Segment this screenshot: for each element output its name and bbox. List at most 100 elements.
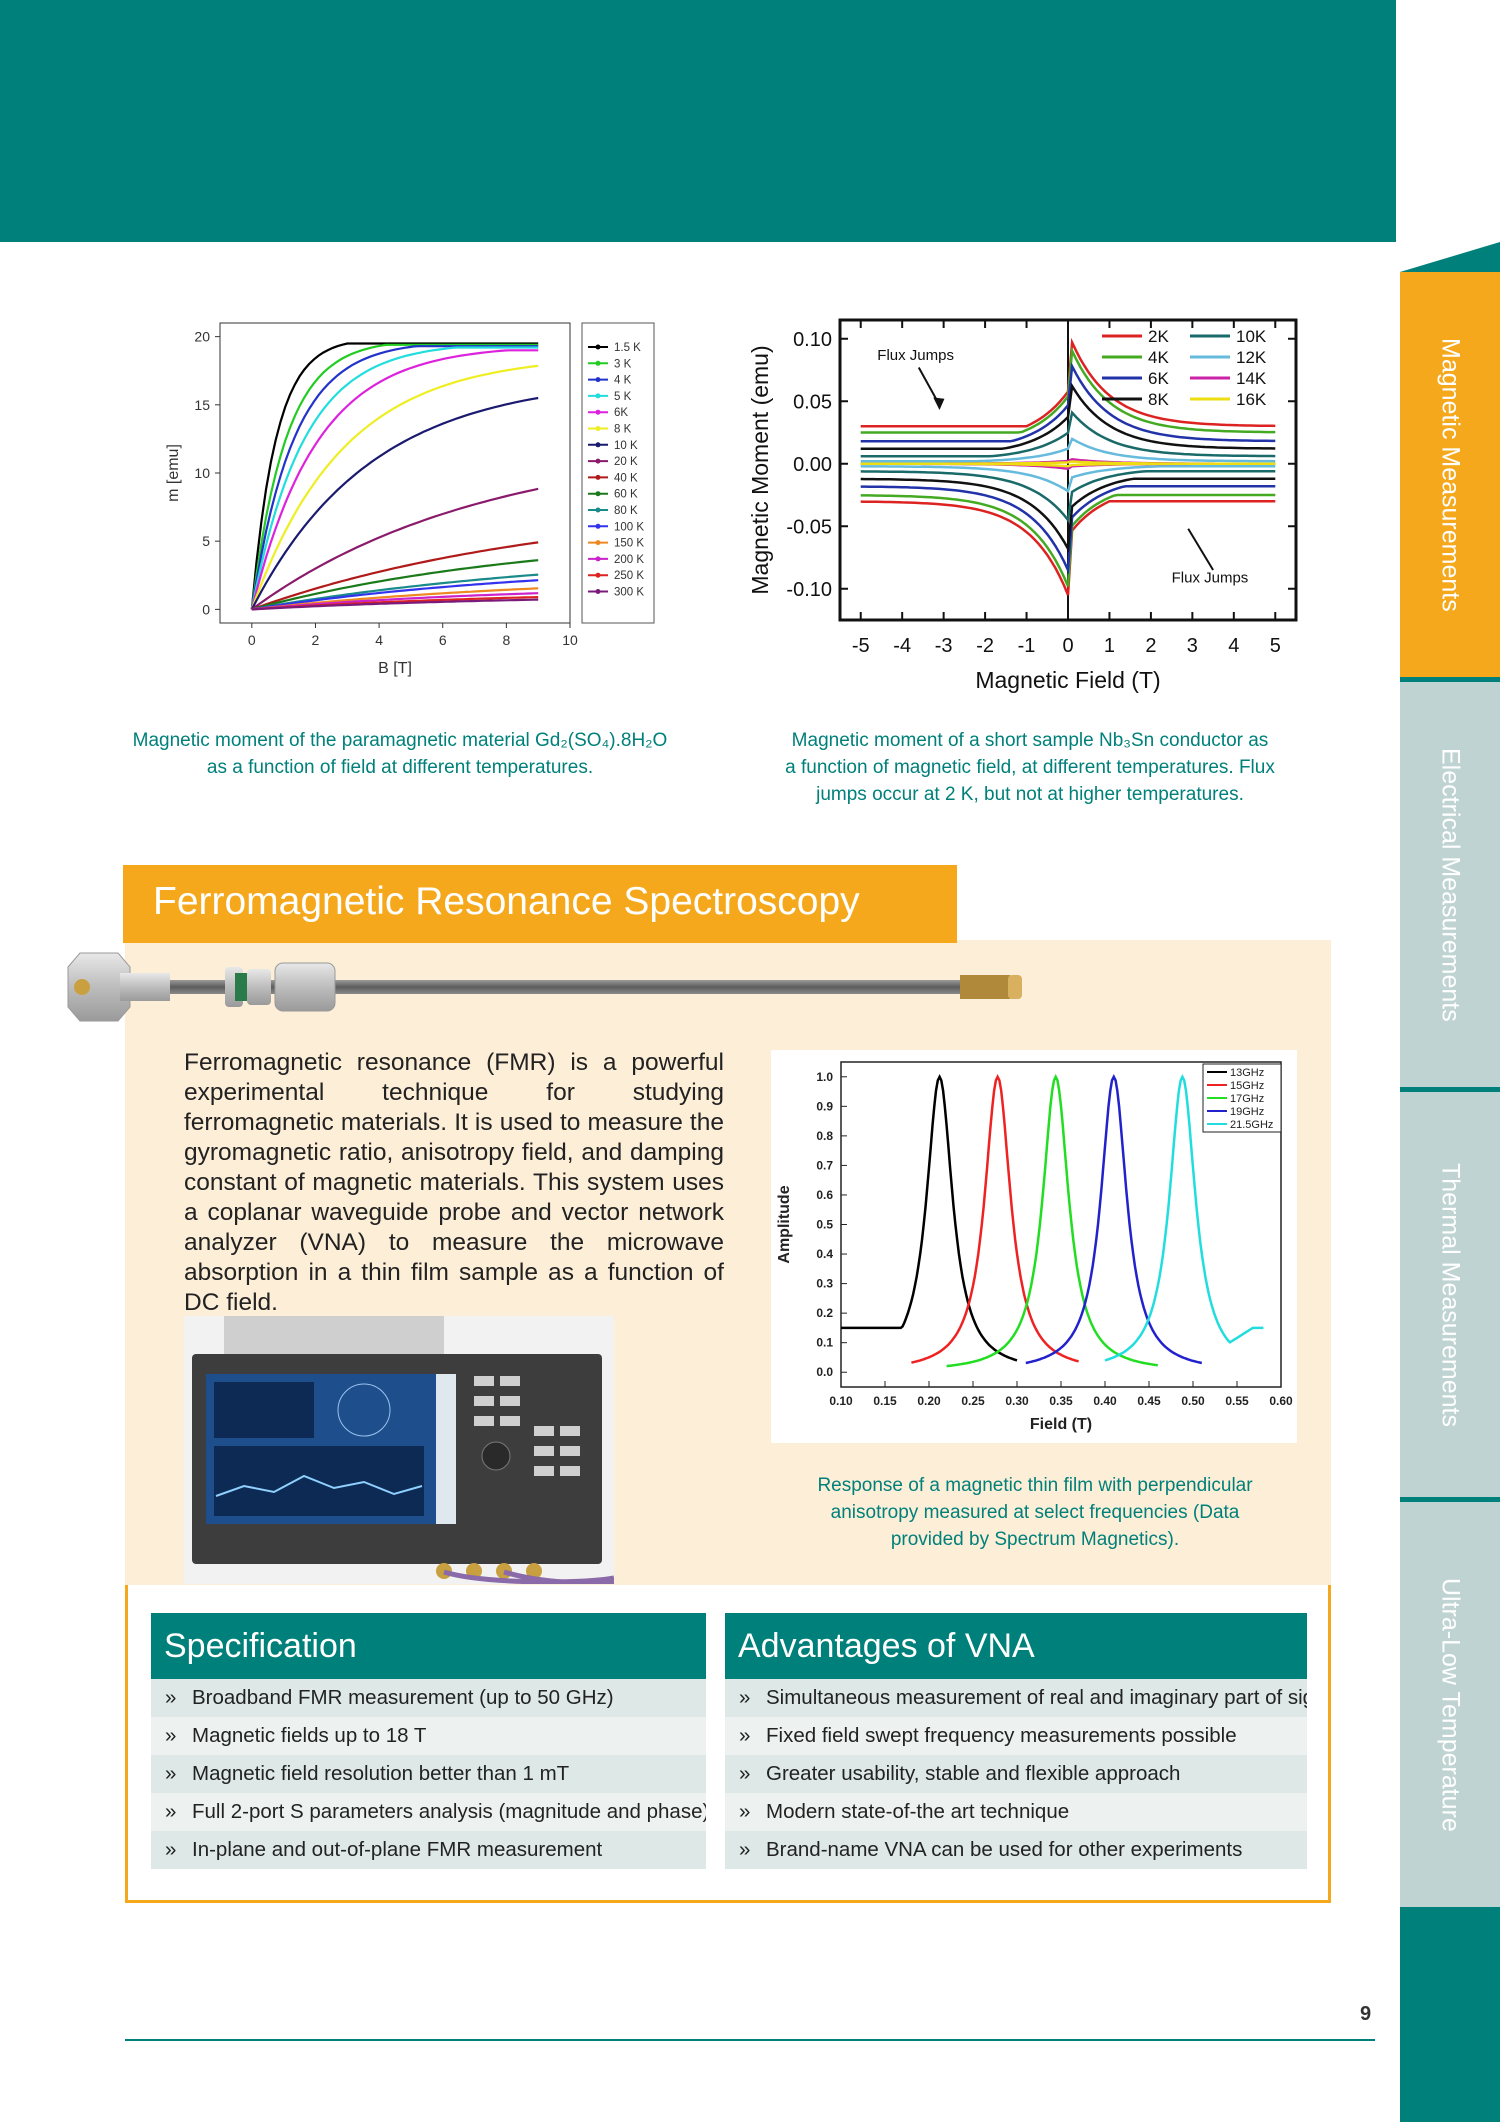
x-tick-label: 0.30 bbox=[1005, 1394, 1029, 1408]
waveguide-probe-image bbox=[67, 952, 1022, 1022]
specification-item-text: Magnetic fields up to 18 T bbox=[192, 1724, 427, 1747]
annotation-arrowhead bbox=[933, 397, 945, 410]
legend-label: 12K bbox=[1236, 348, 1267, 367]
legend-marker bbox=[595, 589, 601, 594]
legend-marker bbox=[595, 409, 601, 415]
series-line bbox=[250, 343, 539, 610]
section-tabs: Magnetic Measurements Electrical Measure… bbox=[1400, 242, 1500, 2122]
specification-table: Specification » Broadband FMR measurement… bbox=[151, 1613, 706, 1869]
legend-label: 4 K bbox=[614, 375, 632, 387]
y-tick-label: 0.0 bbox=[816, 1365, 833, 1379]
tab-ultra-low-temperature[interactable]: Ultra-Low Temperature bbox=[1400, 1502, 1500, 1907]
y-tick-label: 10 bbox=[194, 465, 210, 481]
specification-item: » Magnetic fields up to 18 T bbox=[151, 1717, 706, 1755]
y-tick-label: 5 bbox=[202, 533, 210, 549]
x-tick-label: 2 bbox=[1145, 635, 1156, 657]
y-axis-label: Magnetic Moment (emu) bbox=[747, 345, 773, 594]
y-tick-label: 0 bbox=[202, 601, 210, 617]
specification-item: » Magnetic field resolution better than 1… bbox=[151, 1755, 706, 1793]
chart2-caption: Magnetic moment of a short sample Nb₃Sn … bbox=[735, 727, 1325, 808]
fmr-title: Ferromagnetic Resonance Spectroscopy bbox=[153, 880, 860, 923]
legend-marker bbox=[595, 426, 601, 431]
series-line bbox=[860, 362, 1276, 443]
series-line bbox=[250, 346, 539, 610]
specification-item-text: Full 2-port S parameters analysis (magni… bbox=[192, 1800, 706, 1823]
series-line bbox=[1025, 1074, 1203, 1365]
series-line bbox=[251, 598, 539, 611]
tab-thermal-measurements[interactable]: Thermal Measurements bbox=[1400, 1092, 1500, 1497]
advantages-item-text: Greater usability, stable and flexible a… bbox=[766, 1762, 1181, 1785]
series-line bbox=[251, 487, 539, 611]
legend-label: 16K bbox=[1236, 390, 1267, 409]
y-tick-label: 0.10 bbox=[793, 329, 832, 351]
legend-label: 4K bbox=[1148, 348, 1169, 367]
legend-label: 20 K bbox=[614, 456, 638, 468]
legend-label: 19GHz bbox=[1230, 1106, 1264, 1118]
x-tick-label: -1 bbox=[1018, 635, 1036, 657]
bullet-icon: » bbox=[165, 1800, 177, 1823]
legend-marker bbox=[595, 523, 601, 529]
legend-marker bbox=[595, 442, 601, 448]
fmr-title-bar bbox=[123, 865, 957, 943]
specification-item-text: In-plane and out-of-plane FMR measuremen… bbox=[192, 1838, 603, 1861]
caption-line: provided by Spectrum Magnetics). bbox=[890, 1529, 1180, 1550]
fmr-description: Ferromagnetic resonance (FMR) is a power… bbox=[184, 1049, 724, 1316]
advantages-item-text: Fixed field swept frequency measurements… bbox=[766, 1724, 1237, 1747]
y-tick-label: -0.05 bbox=[786, 516, 832, 538]
y-tick-label: 0.4 bbox=[816, 1247, 833, 1261]
series-line bbox=[860, 470, 1276, 524]
legend-label: 10K bbox=[1236, 327, 1267, 346]
y-tick-label: 15 bbox=[194, 397, 210, 413]
specification-heading: Specification bbox=[151, 1613, 706, 1679]
x-tick-label: -2 bbox=[976, 635, 994, 657]
series-line bbox=[250, 349, 539, 610]
flux-jumps-label: Flux Jumps bbox=[1172, 570, 1249, 587]
chart3-caption: Response of a magnetic thin film with pe… bbox=[770, 1472, 1300, 1553]
y-tick-label: 0.8 bbox=[816, 1129, 833, 1143]
advantages-table: Advantages of VNA » Simultaneous measurem… bbox=[725, 1613, 1307, 1869]
series-line bbox=[860, 493, 1276, 587]
y-axis-label: m [emu] bbox=[165, 444, 182, 502]
advantages-item-text: Simultaneous measurement of real and ima… bbox=[766, 1686, 1307, 1709]
x-tick-label: 4 bbox=[375, 632, 383, 648]
specification-item: » In-plane and out-of-plane FMR measureme… bbox=[151, 1831, 706, 1869]
series-line bbox=[250, 396, 539, 610]
legend-box bbox=[1202, 1063, 1282, 1133]
series-line bbox=[250, 345, 539, 610]
series-line bbox=[860, 464, 1276, 494]
caption-line: jumps occur at 2 K, but not at higher te… bbox=[816, 784, 1244, 805]
specification-item-text: Magnetic field resolution better than 1 … bbox=[192, 1762, 570, 1785]
advantages-item: » Modern state-of-the art technique bbox=[725, 1793, 1307, 1831]
bullet-icon: » bbox=[165, 1724, 177, 1747]
caption-line: as a function of field at different temp… bbox=[206, 757, 594, 778]
legend-label: 5 K bbox=[614, 391, 632, 403]
x-tick-label: -3 bbox=[935, 635, 953, 657]
legend-marker bbox=[595, 572, 601, 578]
series-line bbox=[860, 462, 1276, 468]
legend-label: 250 K bbox=[614, 570, 644, 582]
x-axis-label: Field (T) bbox=[1030, 1416, 1092, 1433]
legend-label: 6K bbox=[614, 407, 628, 419]
legend-label: 150 K bbox=[614, 538, 644, 550]
x-tick-label: 1 bbox=[1104, 635, 1115, 657]
advantages-item: » Fixed field swept frequency measurement… bbox=[725, 1717, 1307, 1755]
footer-rule bbox=[125, 2039, 1375, 2041]
bullet-icon: » bbox=[165, 1762, 177, 1785]
legend-label: 14K bbox=[1236, 369, 1267, 388]
x-tick-label: 0.40 bbox=[1093, 1394, 1117, 1408]
y-tick-label: 0.6 bbox=[816, 1188, 833, 1202]
x-tick-label: 0.35 bbox=[1049, 1394, 1073, 1408]
caption-line: Magnetic moment of a short sample Nb₃Sn … bbox=[791, 730, 1269, 751]
series-line bbox=[946, 1073, 1159, 1368]
y-tick-label: 0.3 bbox=[816, 1277, 833, 1291]
bullet-icon: » bbox=[739, 1724, 751, 1747]
tab-magnetic-measurements[interactable]: Magnetic Measurements bbox=[1400, 272, 1500, 677]
tab-electrical-measurements[interactable]: Electrical Measurements bbox=[1400, 682, 1500, 1087]
caption-line: a function of magnetic field, at differe… bbox=[785, 757, 1275, 778]
x-tick-label: 0.25 bbox=[961, 1394, 985, 1408]
series-line bbox=[860, 485, 1276, 575]
legend-label: 17GHz bbox=[1230, 1093, 1264, 1105]
legend-label: 3 K bbox=[614, 358, 632, 370]
series-line bbox=[841, 1073, 1018, 1362]
legend-label: 40 K bbox=[614, 472, 638, 484]
